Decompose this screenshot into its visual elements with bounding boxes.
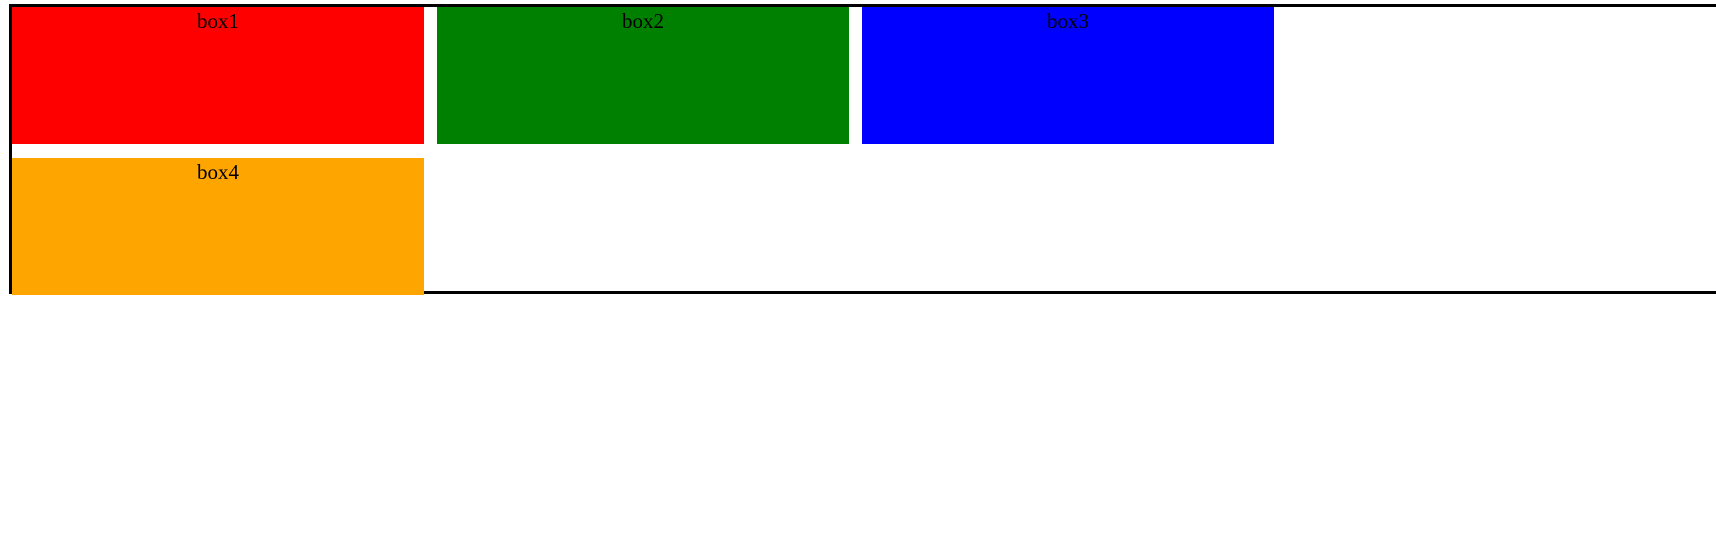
box-1: box1 <box>12 7 424 144</box>
box-2-label: box2 <box>622 9 664 33</box>
box-4-label: box4 <box>197 160 239 184</box>
box-3: box3 <box>862 7 1274 144</box>
boxes-container: box1 box2 box3 box4 <box>9 4 1716 295</box>
box-3-label: box3 <box>1047 9 1089 33</box>
box-4: box4 <box>12 158 424 295</box>
box-1-label: box1 <box>197 9 239 33</box>
box-2: box2 <box>437 7 849 144</box>
